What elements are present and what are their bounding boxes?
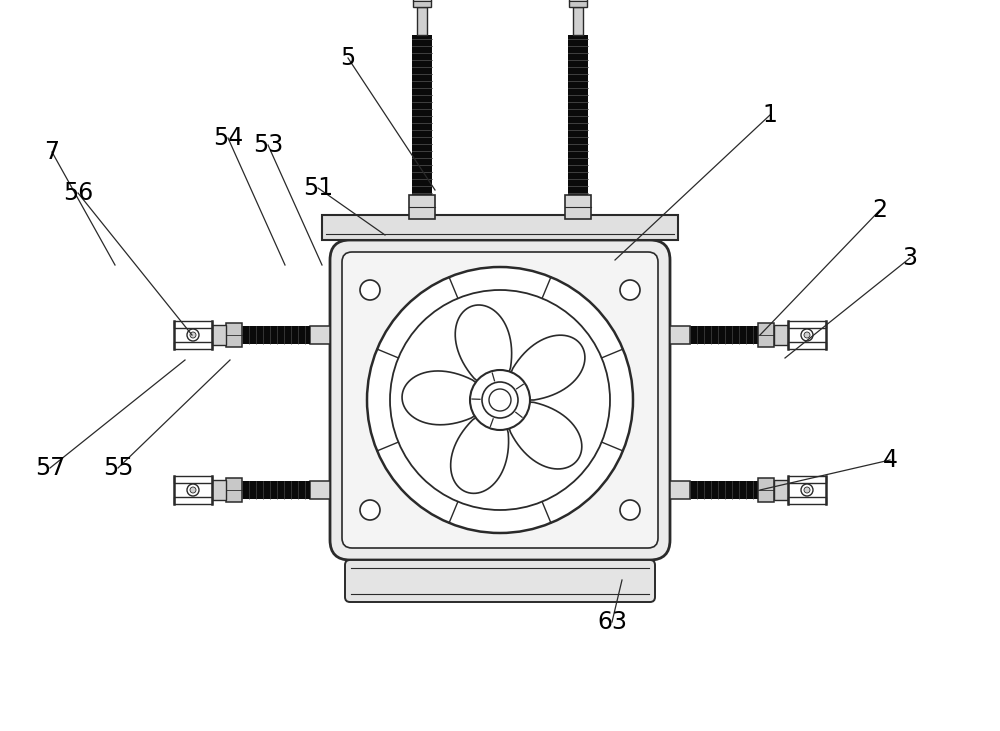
Text: 51: 51 (303, 176, 333, 200)
Text: 1: 1 (763, 103, 777, 127)
Polygon shape (174, 497, 212, 504)
Text: 53: 53 (253, 133, 283, 157)
Polygon shape (174, 321, 212, 328)
Polygon shape (174, 342, 212, 349)
Polygon shape (402, 371, 479, 425)
Circle shape (804, 487, 810, 493)
Polygon shape (758, 323, 774, 347)
Circle shape (620, 280, 640, 300)
Polygon shape (670, 326, 690, 344)
Polygon shape (226, 478, 242, 502)
Polygon shape (412, 35, 432, 195)
Circle shape (801, 484, 813, 496)
Polygon shape (788, 342, 826, 349)
Text: 3: 3 (902, 246, 918, 270)
Polygon shape (670, 481, 690, 499)
Circle shape (190, 487, 196, 493)
Circle shape (187, 329, 199, 341)
Polygon shape (310, 326, 330, 344)
Polygon shape (242, 326, 310, 344)
Circle shape (470, 370, 530, 430)
Polygon shape (510, 336, 585, 400)
Circle shape (187, 484, 199, 496)
Polygon shape (242, 481, 310, 499)
Text: 5: 5 (340, 46, 356, 70)
Polygon shape (690, 326, 758, 344)
Text: 7: 7 (44, 140, 60, 164)
Polygon shape (508, 402, 582, 469)
Circle shape (801, 329, 813, 341)
Circle shape (482, 382, 518, 418)
Polygon shape (788, 476, 826, 483)
Polygon shape (413, 0, 431, 7)
Polygon shape (455, 305, 512, 383)
Polygon shape (451, 415, 509, 493)
Polygon shape (226, 323, 242, 347)
Polygon shape (568, 35, 588, 195)
Polygon shape (409, 195, 435, 219)
Circle shape (367, 267, 633, 533)
Text: 4: 4 (883, 448, 898, 472)
Polygon shape (774, 325, 788, 345)
Polygon shape (788, 497, 826, 504)
Polygon shape (788, 321, 826, 328)
Circle shape (390, 290, 610, 510)
Polygon shape (174, 476, 212, 483)
Text: 57: 57 (35, 456, 65, 480)
Polygon shape (569, 0, 587, 7)
FancyBboxPatch shape (330, 240, 670, 560)
Polygon shape (310, 481, 330, 499)
Text: 2: 2 (872, 198, 888, 222)
Polygon shape (417, 7, 427, 35)
Circle shape (489, 389, 511, 411)
Circle shape (804, 332, 810, 338)
Text: 54: 54 (213, 126, 243, 150)
Text: 63: 63 (597, 610, 627, 634)
Circle shape (360, 500, 380, 520)
FancyBboxPatch shape (342, 252, 658, 548)
Text: 55: 55 (103, 456, 133, 480)
Polygon shape (774, 480, 788, 500)
Polygon shape (212, 325, 226, 345)
FancyBboxPatch shape (345, 560, 655, 602)
Polygon shape (212, 480, 226, 500)
Polygon shape (758, 478, 774, 502)
Circle shape (190, 332, 196, 338)
Text: 56: 56 (63, 181, 93, 205)
Polygon shape (690, 481, 758, 499)
Polygon shape (565, 195, 591, 219)
Circle shape (360, 280, 380, 300)
Circle shape (620, 500, 640, 520)
Polygon shape (573, 7, 583, 35)
Polygon shape (322, 215, 678, 240)
